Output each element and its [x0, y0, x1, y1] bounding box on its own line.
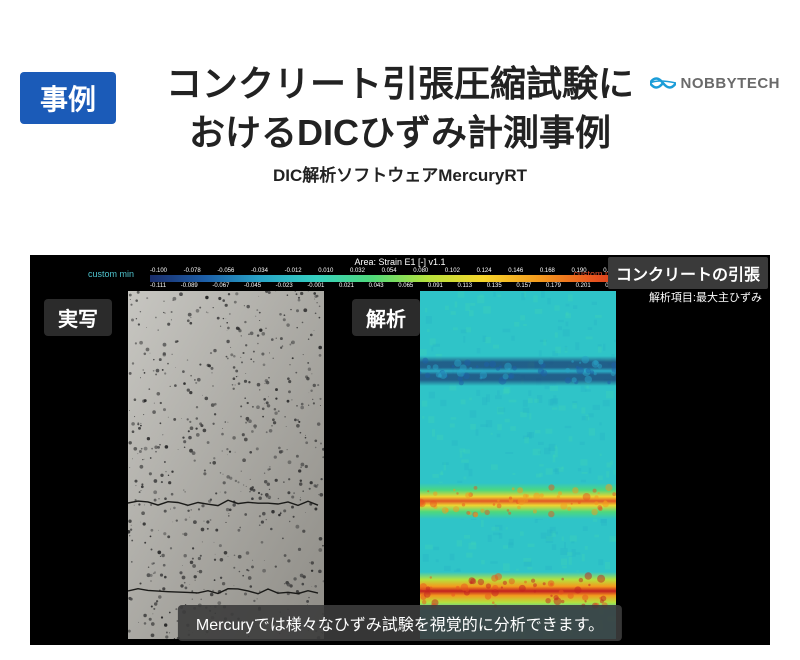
colorbar-ticks-top: -0.100-0.078-0.056-0.034-0.0120.0100.032… — [150, 268, 650, 274]
custom-min-label: custom min — [88, 269, 134, 279]
subtitle: DIC解析ソフトウェアMercuryRT — [0, 161, 800, 186]
title-line-2: おけるDICひずみ計測事例 — [0, 109, 800, 158]
colorbar: Area: Strain E1 [-] v1.1 -0.100-0.078-0.… — [150, 257, 650, 287]
real-sample-image — [128, 291, 324, 639]
label-material: コンクリートの引張 — [608, 257, 768, 289]
label-real: 実写 — [44, 299, 112, 336]
logo-text: NOBBYTECH — [680, 75, 780, 92]
analysis-item: 解析項目:最大主ひずみ — [649, 289, 762, 305]
colorbar-gradient — [150, 275, 650, 282]
label-analysis: 解析 — [352, 299, 420, 336]
logo: NOBBYTECH — [650, 74, 780, 92]
strain-map-image — [420, 291, 616, 639]
logo-icon — [650, 74, 676, 92]
case-badge: 事例 — [20, 72, 116, 124]
colorbar-title: Area: Strain E1 [-] v1.1 — [150, 257, 650, 267]
figure-caption: Mercuryでは様々なひずみ試験を視覚的に分析できます。 — [178, 605, 622, 641]
colorbar-ticks-bottom: -0.111-0.089-0.067-0.045-0.023-0.0010.02… — [150, 283, 650, 289]
figure-panel: custom min custom max Area: Strain E1 [-… — [30, 255, 770, 645]
